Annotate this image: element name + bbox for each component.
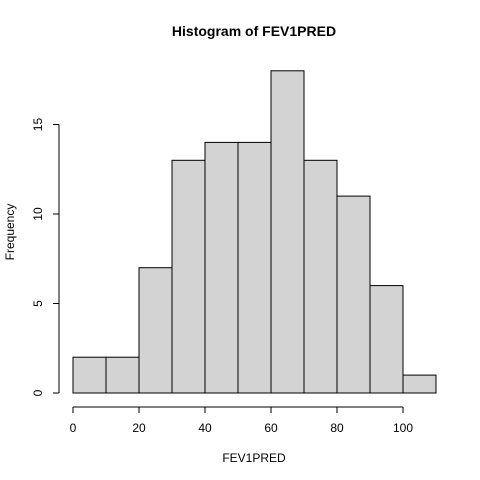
y-tick-label: 15 <box>31 118 45 132</box>
y-tick-label: 10 <box>31 207 45 221</box>
x-tick-label: 0 <box>70 421 77 435</box>
histogram-bar <box>138 267 173 394</box>
histogram-bar <box>303 159 338 394</box>
histogram-bar <box>402 374 437 394</box>
histogram-bar <box>369 285 404 394</box>
histogram-bar <box>171 159 206 394</box>
x-tick-label: 40 <box>198 421 212 435</box>
x-axis-label: FEV1PRED <box>222 451 286 465</box>
x-tick-label: 60 <box>264 421 278 435</box>
x-tick-label: 100 <box>393 421 413 435</box>
x-tick-label: 80 <box>330 421 344 435</box>
histogram-bar <box>270 70 305 394</box>
x-axis: 0 20 40 60 80 100 <box>70 406 413 435</box>
y-tick-label: 0 <box>31 389 45 396</box>
histogram-bar <box>237 141 272 394</box>
bars-group <box>72 70 437 394</box>
histogram-bar <box>336 195 371 394</box>
y-axis-label: Frequency <box>3 204 17 261</box>
chart-title: Histogram of FEV1PRED <box>172 23 336 39</box>
y-tick-label: 5 <box>31 300 45 307</box>
histogram-bar <box>72 356 107 394</box>
histogram-bar <box>105 356 140 394</box>
histogram-bar <box>204 141 239 394</box>
x-tick-label: 20 <box>132 421 146 435</box>
y-axis: 0 5 10 15 <box>31 118 60 396</box>
